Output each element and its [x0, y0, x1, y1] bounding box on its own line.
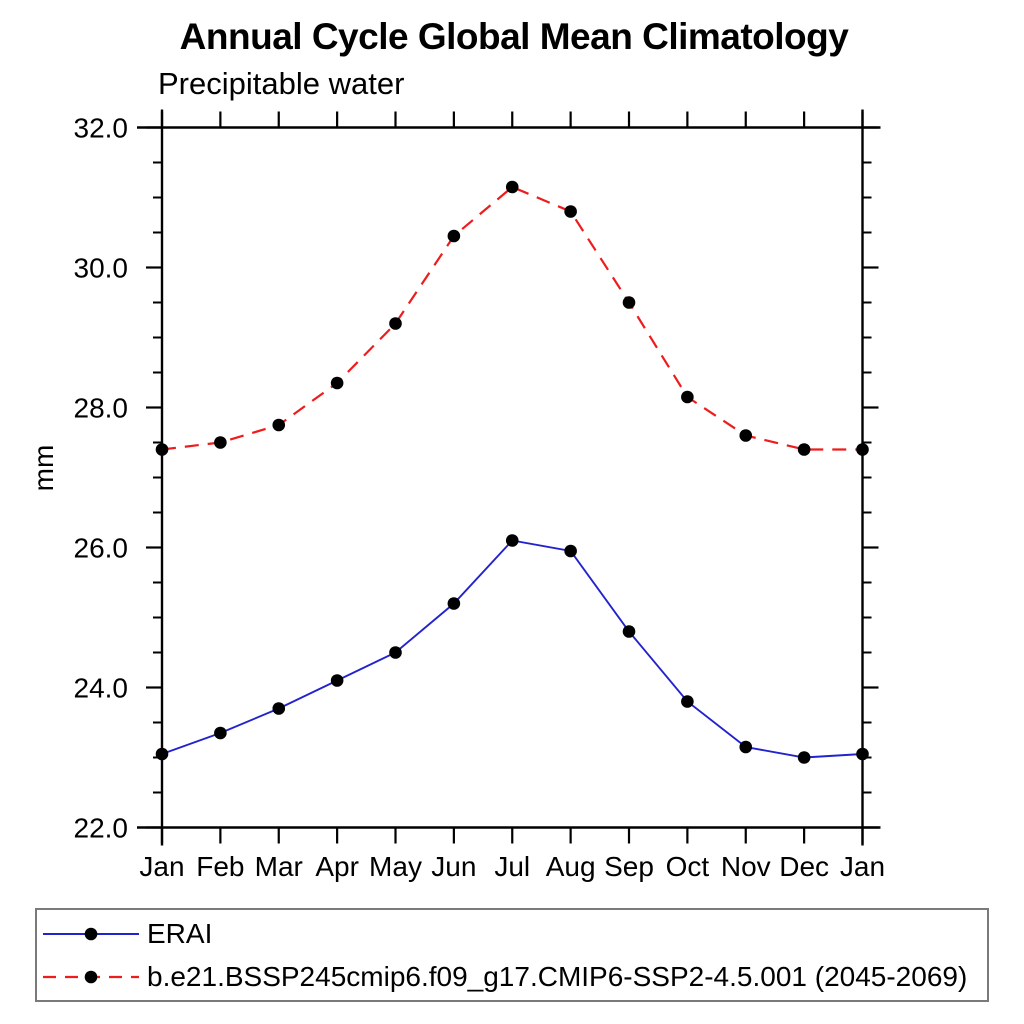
erai-data-point: [155, 747, 169, 761]
chart-subtitle: Precipitable water: [158, 66, 405, 101]
y-tick-label: 24.0: [74, 673, 129, 704]
erai-data-point: [564, 544, 577, 558]
x-tick-label: Aug: [546, 851, 596, 882]
legend-label-model: b.e21.BSSP245cmip6.f09_g17.CMIP6-SSP2-4.…: [147, 960, 968, 992]
erai-data-point: [739, 740, 753, 754]
x-tick-label: Jul: [494, 851, 530, 882]
erai-data-point: [214, 726, 227, 740]
model-data-point: [681, 390, 694, 404]
y-tick-label: 26.0: [74, 533, 129, 564]
model-data-point: [856, 443, 869, 456]
erai-series-line: [161, 539, 863, 759]
erai-data-point: [856, 747, 869, 761]
x-tick-label: Jun: [431, 851, 476, 882]
model-data-point: [389, 317, 402, 330]
erai-data-point: [272, 702, 286, 715]
x-tick-label: May: [369, 851, 422, 882]
model-line-sample: [43, 970, 139, 983]
y-tick-label: 22.0: [74, 813, 129, 844]
erai-data-point: [330, 674, 344, 687]
erai-data-point: [389, 646, 402, 659]
erai-data-point: [622, 625, 636, 638]
erai-data-point: [681, 695, 694, 708]
legend-item-erai: ERAI: [41, 915, 987, 953]
erai-data-point: [505, 534, 519, 547]
legend-item-model: b.e21.BSSP245cmip6.f09_g17.CMIP6-SSP2-4.…: [41, 958, 987, 996]
x-tick-label: Dec: [779, 851, 829, 882]
legend-box: ERAI b.e21.BSSP245cmip6.f09_g17.CMIP6-SS…: [35, 908, 989, 1002]
erai-line-sample: [43, 927, 139, 940]
x-tick-label: Apr: [315, 851, 359, 882]
x-tick-label: Oct: [666, 851, 710, 882]
model-data-point: [505, 180, 519, 194]
model-data-point: [622, 296, 636, 309]
x-tick-label: Sep: [604, 851, 654, 882]
x-tick-label: Feb: [196, 851, 244, 882]
legend-label-erai: ERAI: [147, 917, 213, 949]
model-data-point: [739, 429, 753, 442]
x-tick-label: Jan: [139, 851, 184, 882]
erai-data-point: [447, 597, 461, 610]
model-data-point: [272, 418, 286, 432]
y-tick-label: 30.0: [74, 253, 129, 284]
model-data-point: [214, 436, 227, 449]
model-series-line: [161, 185, 863, 451]
model-data-point: [447, 229, 461, 243]
model-data-point: [797, 443, 811, 456]
y-tick-label: 28.0: [74, 393, 129, 424]
x-tick-label: Nov: [721, 851, 771, 882]
model-data-point: [330, 376, 344, 390]
model-data-point: [564, 205, 577, 218]
erai-data-point: [797, 751, 811, 764]
model-data-point: [155, 443, 169, 456]
x-tick-label: Mar: [255, 851, 303, 882]
chart-title: Annual Cycle Global Mean Climatology: [179, 16, 849, 57]
x-tick-label: Jan: [840, 851, 885, 882]
y-tick-label: 32.0: [74, 113, 129, 144]
